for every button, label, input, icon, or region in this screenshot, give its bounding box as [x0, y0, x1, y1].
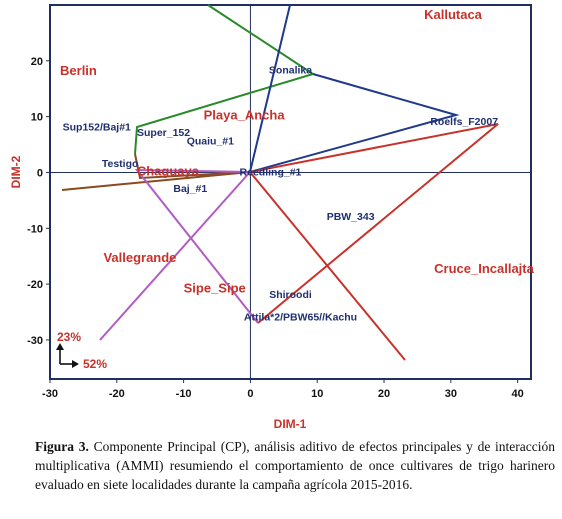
environment-label: Sipe_Sipe	[184, 280, 246, 295]
y-tick-label: -20	[27, 279, 43, 291]
genotype-label: Sonalika	[269, 65, 312, 77]
genotype-label: Sup152/Baj#1	[63, 122, 131, 134]
y-tick-label: 0	[37, 167, 43, 179]
environment-label: Vallegrande	[103, 250, 176, 265]
polygon-navy	[248, 4, 460, 174]
caption-label: Figura 3.	[35, 439, 89, 454]
x-tick-labels: -30 -20 -10 0 10 20 30 40	[42, 379, 524, 400]
y-tick-label: 20	[31, 56, 43, 68]
horizontal-arrowhead-icon	[72, 360, 79, 368]
genotype-label: Testigo	[102, 158, 139, 170]
genotype-labels: Sonalika Roelfs_F2007 Sup152/Baj#1 Super_15…	[63, 65, 499, 324]
y-tick-labels: -30 -20 -10 0 10 20	[27, 56, 50, 347]
polygon-lines	[61, 4, 499, 361]
x-tick-label: -20	[109, 388, 125, 400]
y-tick-label: -10	[27, 223, 43, 235]
axis-corner-arrows: 23% 52%	[56, 330, 107, 371]
x-tick-label: 20	[378, 388, 390, 400]
x-tick-label: 0	[247, 388, 253, 400]
genotype-label: Reedling_#1	[240, 166, 302, 178]
genotype-label: PBW_343	[327, 211, 375, 223]
genotype-label: Baj_#1	[173, 183, 207, 195]
polygon-green	[134, 4, 316, 155]
x-tick-label: -30	[42, 388, 58, 400]
polygon-red	[248, 123, 499, 361]
environment-label: Chaguaya	[137, 163, 200, 178]
polygon-purple	[99, 168, 259, 341]
genotype-label: Shiroodi	[269, 289, 312, 301]
environment-label: Kallutaca	[424, 7, 483, 22]
x-tick-label: 30	[445, 388, 457, 400]
x-axis-label: DIM-1	[274, 417, 307, 430]
vertical-percent-label: 23%	[57, 330, 81, 344]
polygon-brown	[61, 153, 251, 191]
y-axis-label: DIM-2	[9, 155, 23, 188]
ammi-biplot: -30 -20 -10 0 10 20 30 40 -30 -20 -10 0 10 20 Kallut…	[9, 4, 535, 430]
caption-text: Componente Principal (CP), análisis adit…	[35, 439, 555, 492]
x-tick-label: -10	[176, 388, 192, 400]
environment-labels: Kallutaca Berlin Playa_Ancha Chaguaya Valleg…	[60, 7, 535, 296]
x-tick-label: 10	[311, 388, 323, 400]
plot-frame	[49, 4, 532, 380]
figure-caption: Figura 3. Componente Principal (CP), aná…	[35, 437, 555, 494]
y-tick-label: -30	[27, 335, 43, 347]
environment-label: Cruce_Incallajta	[434, 261, 534, 276]
genotype-label: Roelfs_F2007	[430, 116, 498, 128]
vertical-arrowhead-icon	[56, 343, 64, 350]
genotype-label: Attila*2/PBW65//Kachu	[244, 311, 357, 323]
y-tick-label: 10	[31, 112, 43, 124]
genotype-label: Super_152	[137, 127, 190, 139]
environment-label: Playa_Ancha	[204, 107, 286, 122]
genotype-label: Quaiu_#1	[187, 136, 234, 148]
horizontal-percent-label: 52%	[83, 357, 107, 371]
x-tick-label: 40	[512, 388, 524, 400]
environment-label: Berlin	[60, 63, 97, 78]
